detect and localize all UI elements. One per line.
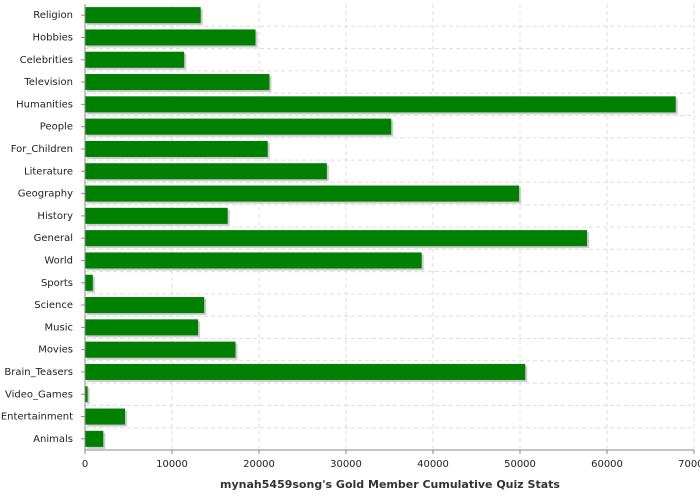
y-tick-label: Religion	[33, 10, 73, 21]
y-tick-label: Entertainment	[1, 412, 73, 423]
x-tick-label: 50000	[504, 459, 536, 470]
y-tick-label: Brain_Teasers	[4, 367, 73, 378]
bar	[85, 341, 236, 358]
bar	[85, 207, 228, 224]
y-tick-label: World	[44, 255, 73, 266]
bar	[85, 274, 93, 291]
y-tick-label: General	[34, 233, 73, 244]
x-tick-label: 60000	[591, 459, 623, 470]
y-tick-label: Geography	[18, 189, 73, 200]
y-tick-label: Science	[34, 300, 73, 311]
bar	[85, 297, 205, 314]
x-tick-label: 20000	[243, 459, 275, 470]
bar	[85, 7, 201, 24]
bar	[85, 163, 327, 180]
y-tick-label: Hobbies	[33, 32, 73, 43]
bar-shadow	[87, 388, 90, 405]
y-tick-label: Sports	[41, 278, 73, 289]
bar	[85, 430, 104, 447]
y-tick-label: Video_Games	[5, 389, 73, 400]
bar	[85, 363, 526, 380]
bar	[85, 319, 199, 336]
y-tick-label: History	[37, 211, 73, 222]
bar	[85, 140, 268, 157]
y-tick-label: Animals	[33, 434, 73, 445]
bar	[85, 29, 256, 46]
y-tick-label: For_Children	[11, 144, 73, 155]
y-tick-label: Humanities	[16, 99, 73, 110]
bar	[85, 252, 422, 269]
bar	[85, 118, 392, 135]
y-tick-label: Television	[23, 77, 73, 88]
bar	[85, 74, 270, 91]
bar	[85, 408, 126, 425]
y-tick-label: People	[40, 122, 73, 133]
x-tick-label: 30000	[330, 459, 362, 470]
x-tick-label: 0	[82, 459, 88, 470]
x-tick-label: 70000	[678, 459, 700, 470]
y-tick-label: Movies	[38, 345, 73, 356]
bar	[85, 230, 587, 247]
bar	[85, 96, 676, 113]
x-tick-label: 10000	[156, 459, 188, 470]
x-tick-label: 40000	[417, 459, 449, 470]
bar	[85, 386, 88, 403]
bar	[85, 51, 185, 68]
y-tick-label: Celebrities	[20, 55, 73, 66]
x-axis-title: mynah5459song's Gold Member Cumulative Q…	[220, 478, 560, 491]
bar	[85, 185, 520, 202]
y-tick-label: Literature	[24, 166, 73, 177]
y-tick-label: Music	[45, 322, 73, 333]
